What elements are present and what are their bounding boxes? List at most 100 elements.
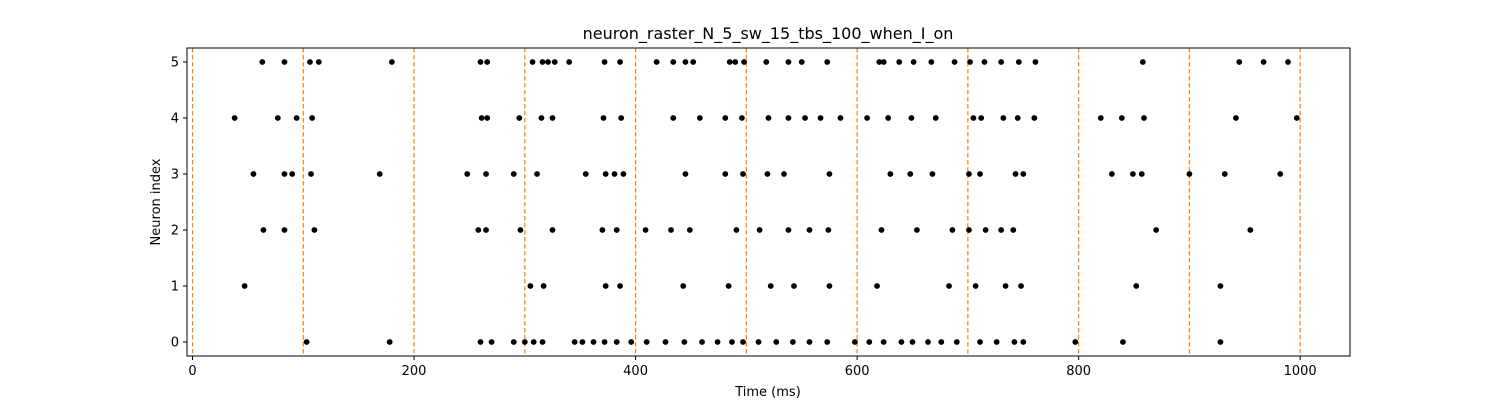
spike-n0-t664	[925, 339, 931, 345]
spike-n3-t750	[1020, 171, 1027, 177]
spike-n0-t372	[601, 339, 608, 345]
spike-n0-t750	[1020, 339, 1027, 345]
spike-n0-t511	[755, 339, 762, 345]
spike-n2-t409	[642, 227, 649, 233]
spike-n4-t458	[696, 115, 703, 121]
spike-n4-t38	[231, 115, 238, 121]
y-tick-label-2: 2	[171, 224, 179, 239]
spike-n5-t702	[967, 59, 973, 65]
spike-n0-t474	[714, 339, 721, 345]
spike-n4-t77	[274, 115, 281, 121]
spike-n4-t997	[1293, 115, 1300, 121]
spike-n5-t386	[617, 59, 623, 65]
spike-n5-t316	[539, 59, 546, 65]
x-tick-label-200: 200	[402, 364, 427, 379]
spike-n3-t849	[1130, 171, 1136, 177]
spike-n0-t557	[806, 339, 813, 345]
spike-n2-t64	[260, 227, 267, 233]
spike-n5-t761	[1032, 59, 1039, 65]
spike-n5-t114	[315, 59, 322, 65]
spike-n2-t870	[1153, 227, 1160, 233]
spike-n0-t352	[579, 339, 586, 345]
plot-area	[191, 48, 1301, 356]
spike-n0-t383	[613, 339, 620, 345]
spike-n1-t575	[826, 283, 833, 289]
spike-n5-t498	[741, 59, 748, 65]
spike-n2-t654	[914, 227, 920, 233]
spike-n5-t638	[896, 59, 903, 65]
spike-n2-t110	[311, 227, 318, 233]
spike-n2-t538	[785, 227, 792, 233]
spike-n4-t553	[802, 115, 808, 121]
spike-n4-t371	[600, 115, 607, 121]
spike-n2-t574	[825, 227, 832, 233]
spike-n4-t671	[932, 115, 939, 121]
spike-n4-t266	[484, 115, 491, 121]
spike-n3-t497	[740, 171, 746, 177]
spike-n3-t830	[1108, 171, 1115, 177]
spike-n1-t748	[1018, 283, 1024, 289]
spike-n5-t445	[682, 59, 689, 65]
spike-n5-t667	[928, 59, 935, 65]
spike-n0-t444	[681, 339, 688, 345]
spike-n1-t386	[617, 283, 623, 289]
spike-n5-t452	[690, 59, 697, 65]
spike-n2-t741	[1010, 227, 1017, 233]
spike-n1-t484	[725, 283, 732, 289]
spike-n5-t485	[726, 59, 733, 65]
spike-n0-t487	[729, 339, 735, 345]
axes: 0 200 400 600 800 1000 0 1 2 3 4 5	[171, 47, 1351, 379]
spike-n2-t83	[281, 227, 288, 233]
spike-n2-t491	[733, 227, 740, 233]
spike-n5-t372	[601, 59, 608, 65]
axes-frame	[186, 47, 1351, 357]
spike-n3-t290	[510, 171, 517, 177]
spike-n3-t519	[764, 171, 771, 177]
spike-n5-t266	[484, 59, 491, 65]
spike-n3-t711	[977, 171, 983, 177]
spike-n2-t622	[878, 227, 885, 233]
spike-n5-t307	[529, 59, 536, 65]
spike-n5-t550	[798, 59, 805, 65]
spike-n5-t573	[824, 59, 831, 65]
spike-n3-t248	[464, 171, 471, 177]
spike-n1-t543	[791, 283, 797, 289]
spike-n1-t852	[1133, 283, 1140, 289]
spike-n0-t598	[851, 339, 858, 345]
spike-n0-t260	[477, 339, 484, 345]
spike-n1-t317	[540, 283, 547, 289]
spike-n5-t945	[1236, 59, 1243, 65]
spike-n5-t340	[566, 59, 573, 65]
spike-n4-t325	[549, 115, 556, 121]
spike-n2-t325	[549, 227, 556, 233]
spike-n0-t396	[628, 339, 635, 345]
y-tick-label-5: 5	[171, 56, 179, 71]
spike-n2-t449	[686, 227, 693, 233]
spike-n1-t522	[767, 283, 774, 289]
spike-n4-t261	[478, 115, 485, 121]
spike-n5-t321	[545, 59, 551, 65]
x-tick-label-400: 400	[623, 364, 648, 379]
spike-n0-t611	[866, 339, 873, 345]
spike-n1-t618	[874, 283, 880, 289]
spike-n5-t746	[1015, 59, 1022, 65]
x-tick-label-600: 600	[845, 364, 870, 379]
spike-n5-t83	[281, 59, 288, 65]
spike-n0-t345	[571, 339, 578, 345]
spike-n5-t434	[670, 59, 677, 65]
spike-n3-t355	[582, 171, 589, 177]
spike-n0-t178	[386, 339, 393, 345]
spike-n1-t734	[1002, 283, 1009, 289]
spike-n2-t370	[599, 227, 606, 233]
spike-n0-t624	[880, 339, 887, 345]
spike-n2-t730	[998, 227, 1004, 233]
spike-n4-t108	[309, 115, 316, 121]
spike-n4-t567	[817, 115, 824, 121]
x-axis-label: Time (ms)	[734, 385, 801, 400]
spike-n0-t690	[953, 339, 960, 345]
spike-n3-t900	[1186, 171, 1193, 177]
spike-n4-t387	[618, 115, 625, 121]
spike-n4-t732	[1000, 115, 1007, 121]
y-axis-label: Neuron index	[149, 158, 164, 245]
spike-n0-t290	[510, 339, 517, 345]
